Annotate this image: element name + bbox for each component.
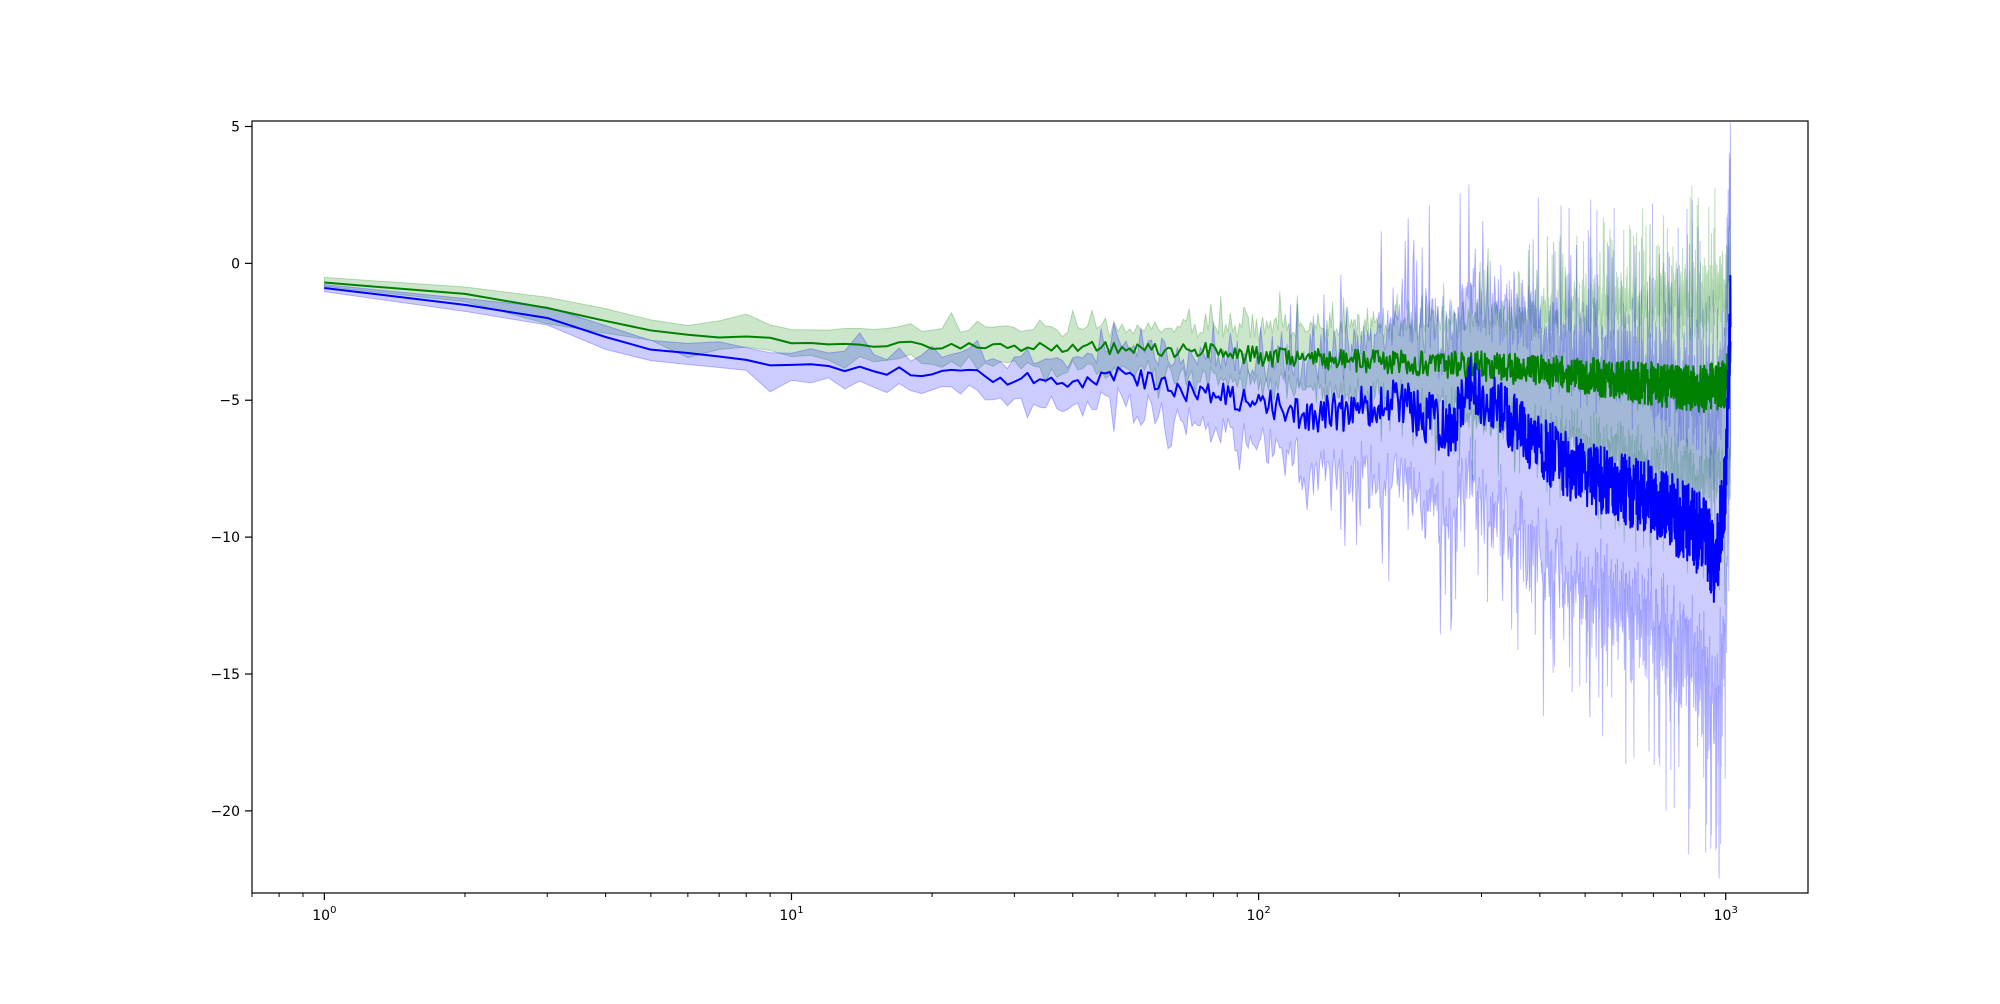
- y-tick-label: −20: [210, 804, 240, 820]
- x-axis: 100 101 102 103: [251, 893, 1738, 924]
- y-axis: 5 0 −5 −10 −15 −20: [210, 119, 252, 820]
- mean-lines: [324, 274, 1732, 603]
- y-tick-label: −5: [219, 393, 240, 409]
- y-tick-label: −10: [210, 530, 240, 546]
- y-tick-label: 5: [231, 119, 240, 135]
- plot-frame: [251, 120, 1809, 894]
- x-tick-label: 100: [312, 905, 336, 924]
- y-tick-label: 0: [231, 256, 240, 272]
- x-tick-label: 102: [1247, 905, 1271, 924]
- y-tick-label: −15: [210, 667, 240, 683]
- mean-line-2: [324, 274, 1732, 603]
- plot-area-background: [252, 121, 1808, 893]
- x-tick-label: 101: [779, 905, 803, 924]
- x-tick-label: 103: [1714, 905, 1738, 924]
- mean-line-1: [324, 281, 1732, 414]
